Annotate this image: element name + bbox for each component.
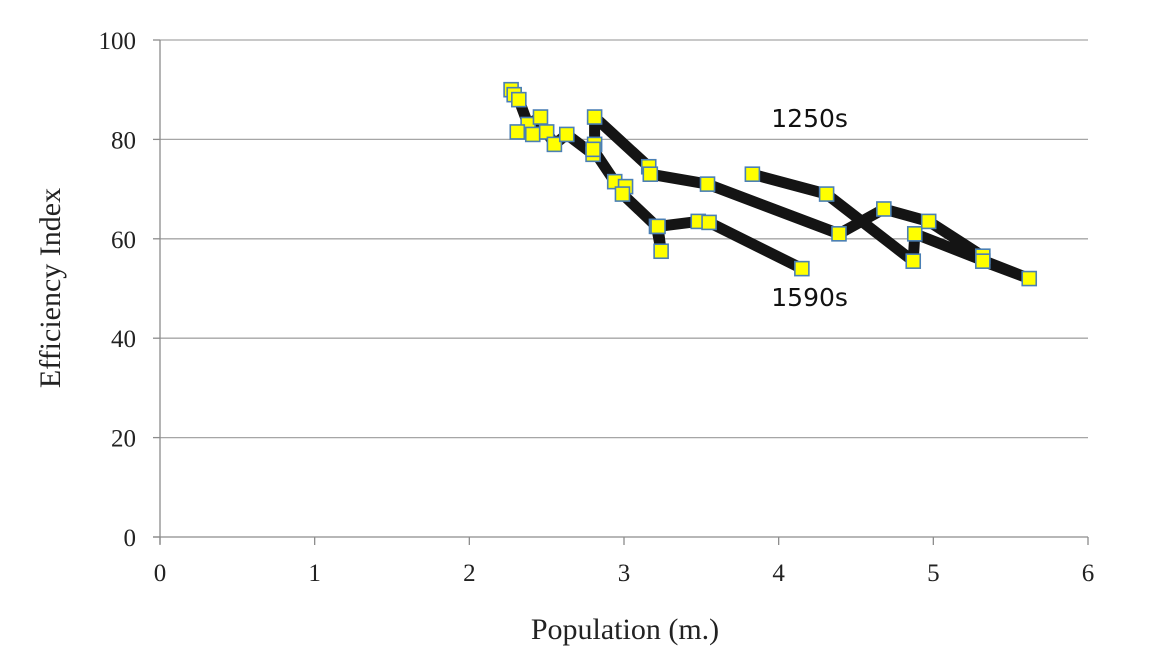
data-point (905, 253, 922, 269)
gridlines (160, 39, 1088, 439)
x-tick-label: 4 (772, 560, 785, 587)
data-point (585, 141, 601, 158)
y-tick-label: 80 (111, 127, 136, 154)
data-point (532, 109, 549, 125)
y-tick-label: 20 (111, 426, 136, 453)
y-tick-label: 40 (111, 326, 136, 353)
axes (153, 39, 1089, 545)
data-point (650, 218, 666, 235)
data-point (1021, 270, 1038, 287)
x-tick-label: 3 (618, 560, 631, 587)
data-point (546, 136, 563, 153)
data-point (653, 243, 669, 260)
data-point (906, 226, 923, 242)
annotation-label: 1590s (771, 283, 848, 312)
data-point (818, 186, 835, 202)
x-axis-title: Population (m.) (531, 613, 719, 646)
x-tick-label: 1 (308, 560, 321, 587)
data-point (744, 166, 761, 182)
data-point (699, 176, 716, 192)
data-point (524, 126, 541, 143)
x-tick-label: 0 (154, 560, 167, 587)
y-axis-title: Efficiency Index (34, 188, 67, 388)
data-point (614, 186, 631, 202)
data-point (975, 253, 991, 269)
tick-labels: 0 20 40 60 80 100 0 1 2 3 4 5 6 (99, 28, 1095, 587)
data-point (509, 124, 526, 140)
annotation-label: 1250s (771, 104, 848, 133)
data-point (701, 214, 717, 231)
annotations: 1250s 1590s (771, 104, 848, 312)
data-point (876, 201, 892, 217)
y-tick-label: 100 (99, 28, 137, 55)
data-point (511, 91, 527, 108)
x-tick-label: 5 (927, 560, 940, 587)
data-point (586, 109, 603, 125)
x-tick-label: 6 (1082, 560, 1095, 587)
y-tick-label: 60 (111, 227, 136, 254)
data-point (831, 226, 847, 242)
data-point (920, 213, 937, 230)
markers (503, 81, 1038, 287)
x-tick-label: 2 (463, 560, 476, 587)
data-point (794, 260, 810, 277)
y-tick-label: 0 (124, 525, 137, 552)
data-point (558, 126, 575, 143)
data-point (642, 166, 659, 182)
